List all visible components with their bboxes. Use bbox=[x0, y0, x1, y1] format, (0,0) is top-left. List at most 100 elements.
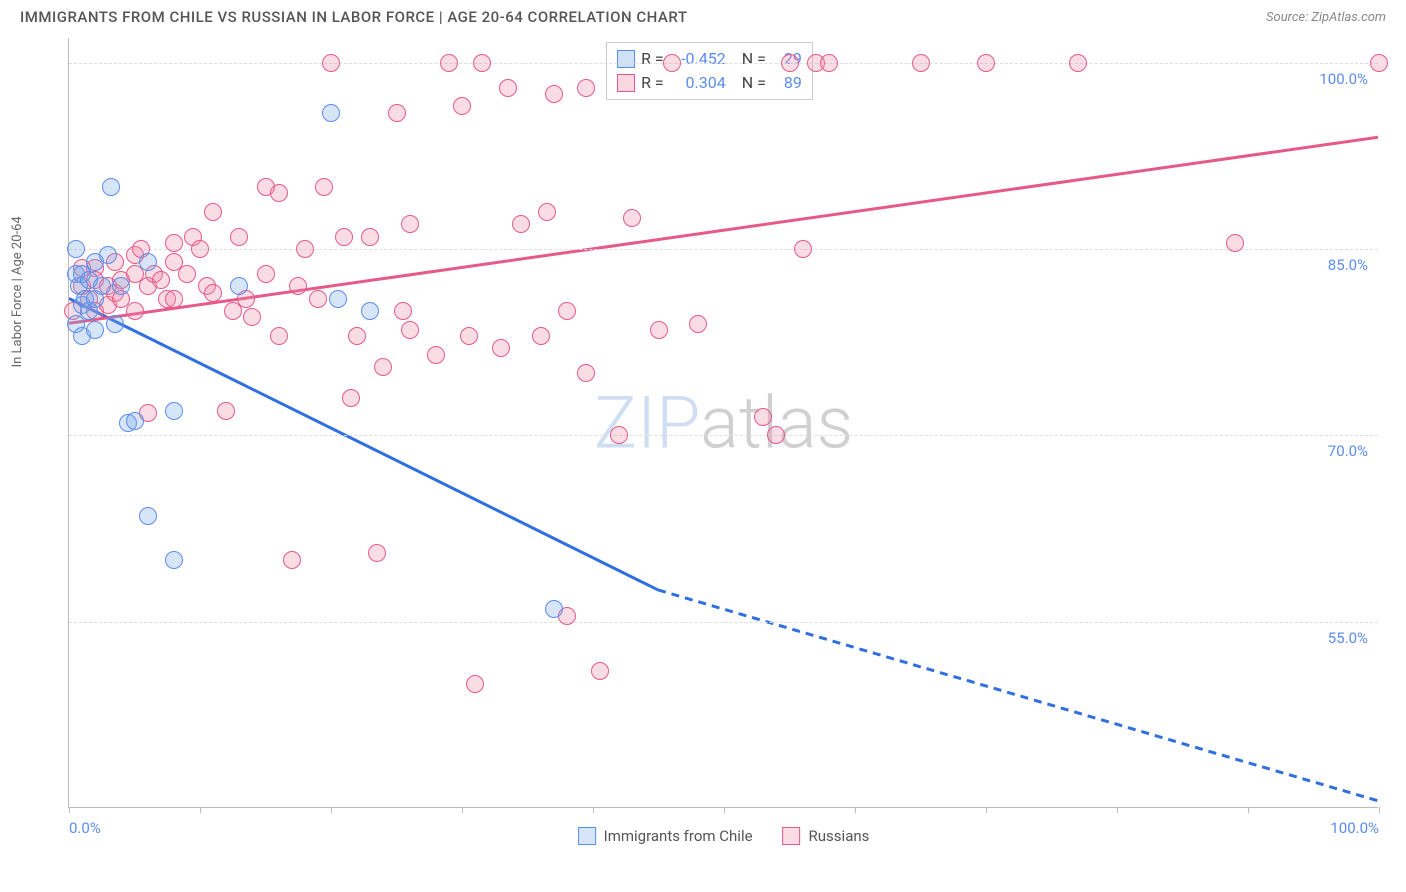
data-point bbox=[577, 364, 595, 382]
gridline bbox=[69, 435, 1378, 436]
data-point bbox=[767, 426, 785, 444]
data-point bbox=[453, 97, 471, 115]
data-point bbox=[270, 184, 288, 202]
legend-item-russians: Russians bbox=[783, 827, 870, 845]
n-value: 89 bbox=[772, 71, 802, 95]
data-point bbox=[440, 54, 458, 72]
data-point bbox=[512, 215, 530, 233]
n-label: N = bbox=[742, 71, 766, 95]
r-label: R = bbox=[641, 47, 664, 71]
data-point bbox=[204, 203, 222, 221]
data-point bbox=[296, 240, 314, 258]
x-tick bbox=[69, 807, 70, 813]
data-point bbox=[283, 551, 301, 569]
data-point bbox=[532, 327, 550, 345]
legend-item-chile: Immigrants from Chile bbox=[578, 827, 753, 845]
data-point bbox=[1226, 234, 1244, 252]
data-point bbox=[309, 290, 327, 308]
data-point bbox=[217, 402, 235, 420]
watermark: ZIPatlas bbox=[594, 380, 853, 465]
data-point bbox=[361, 228, 379, 246]
data-point bbox=[165, 551, 183, 569]
gridline bbox=[69, 63, 1378, 64]
data-point bbox=[368, 544, 386, 562]
data-point bbox=[394, 302, 412, 320]
watermark-part2: atlas bbox=[700, 380, 853, 465]
data-point bbox=[610, 426, 628, 444]
data-point bbox=[315, 178, 333, 196]
legend-label-russians: Russians bbox=[809, 827, 870, 845]
data-point bbox=[204, 284, 222, 302]
data-point bbox=[361, 302, 379, 320]
trend-lines bbox=[69, 38, 1378, 807]
x-tick bbox=[1117, 807, 1118, 813]
data-point bbox=[257, 265, 275, 283]
data-point bbox=[342, 389, 360, 407]
data-point bbox=[139, 507, 157, 525]
data-point bbox=[102, 178, 120, 196]
data-point bbox=[322, 54, 340, 72]
correlation-row: R =0.304N =89 bbox=[617, 71, 802, 95]
data-point bbox=[427, 346, 445, 364]
data-point bbox=[650, 321, 668, 339]
y-tick-label: 70.0% bbox=[1328, 442, 1368, 460]
y-tick-label: 55.0% bbox=[1328, 629, 1368, 647]
data-point bbox=[401, 215, 419, 233]
x-tick bbox=[1248, 807, 1249, 813]
chart-title: IMMIGRANTS FROM CHILE VS RUSSIAN IN LABO… bbox=[20, 8, 687, 26]
data-point bbox=[1069, 54, 1087, 72]
n-label: N = bbox=[742, 47, 766, 71]
data-point bbox=[230, 277, 248, 295]
x-tick bbox=[1379, 807, 1380, 813]
data-point bbox=[243, 308, 261, 326]
data-point bbox=[388, 104, 406, 122]
data-point bbox=[591, 662, 609, 680]
data-point bbox=[499, 79, 517, 97]
data-point bbox=[545, 600, 563, 618]
gridline bbox=[69, 622, 1378, 623]
data-point bbox=[126, 412, 144, 430]
data-point bbox=[165, 234, 183, 252]
data-point bbox=[67, 240, 85, 258]
data-point bbox=[112, 277, 130, 295]
data-point bbox=[329, 290, 347, 308]
y-tick-label: 100.0% bbox=[1319, 70, 1368, 88]
data-point bbox=[689, 315, 707, 333]
data-point bbox=[270, 327, 288, 345]
x-tick bbox=[986, 807, 987, 813]
data-point bbox=[460, 327, 478, 345]
source-label: Source: ZipAtlas.com bbox=[1266, 10, 1386, 25]
data-point bbox=[165, 402, 183, 420]
data-point bbox=[335, 228, 353, 246]
swatch-russians bbox=[783, 827, 801, 845]
data-point bbox=[545, 85, 563, 103]
x-tick bbox=[462, 807, 463, 813]
data-point bbox=[794, 240, 812, 258]
data-point bbox=[558, 302, 576, 320]
y-tick-label: 85.0% bbox=[1328, 256, 1368, 274]
data-point bbox=[820, 54, 838, 72]
data-point bbox=[538, 203, 556, 221]
data-point bbox=[322, 104, 340, 122]
x-tick bbox=[855, 807, 856, 813]
x-tick bbox=[724, 807, 725, 813]
data-point bbox=[86, 321, 104, 339]
data-point bbox=[178, 265, 196, 283]
correlation-legend: R =-0.452N =29R =0.304N =89 bbox=[606, 42, 813, 100]
data-point bbox=[977, 54, 995, 72]
data-point bbox=[1370, 54, 1388, 72]
data-point bbox=[781, 54, 799, 72]
data-point bbox=[106, 315, 124, 333]
x-tick bbox=[200, 807, 201, 813]
data-point bbox=[93, 277, 111, 295]
data-point bbox=[663, 54, 681, 72]
data-point bbox=[754, 408, 772, 426]
data-point bbox=[191, 240, 209, 258]
plot-area: ZIPatlas R =-0.452N =29R =0.304N =89 Imm… bbox=[68, 38, 1378, 808]
data-point bbox=[492, 339, 510, 357]
data-point bbox=[466, 675, 484, 693]
chart-container: In Labor Force | Age 20-64 ZIPatlas R =-… bbox=[20, 38, 1386, 848]
data-point bbox=[374, 358, 392, 376]
data-point bbox=[473, 54, 491, 72]
y-axis-label: In Labor Force | Age 20-64 bbox=[10, 216, 25, 367]
